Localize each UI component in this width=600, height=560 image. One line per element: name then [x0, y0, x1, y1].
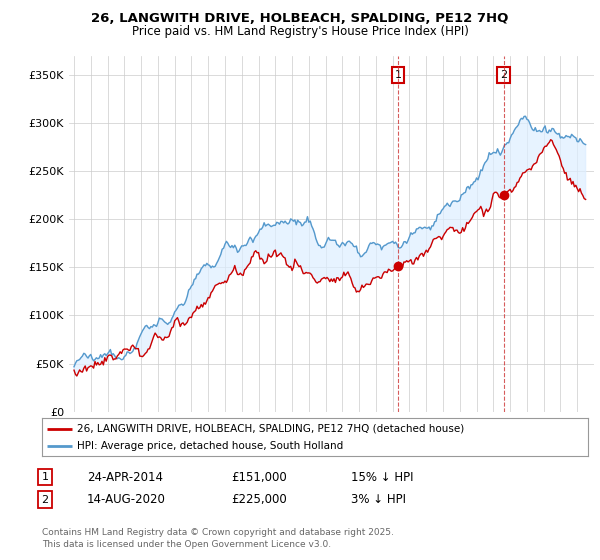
- Text: 1: 1: [395, 70, 401, 80]
- Text: Contains HM Land Registry data © Crown copyright and database right 2025.
This d: Contains HM Land Registry data © Crown c…: [42, 528, 394, 549]
- Text: HPI: Average price, detached house, South Holland: HPI: Average price, detached house, Sout…: [77, 441, 344, 451]
- Text: Price paid vs. HM Land Registry's House Price Index (HPI): Price paid vs. HM Land Registry's House …: [131, 25, 469, 38]
- Text: £151,000: £151,000: [231, 470, 287, 484]
- Text: 24-APR-2014: 24-APR-2014: [87, 470, 163, 484]
- Text: 14-AUG-2020: 14-AUG-2020: [87, 493, 166, 506]
- Text: 2: 2: [41, 494, 49, 505]
- Text: 2: 2: [500, 70, 508, 80]
- Text: 26, LANGWITH DRIVE, HOLBEACH, SPALDING, PE12 7HQ: 26, LANGWITH DRIVE, HOLBEACH, SPALDING, …: [91, 12, 509, 25]
- Text: 3% ↓ HPI: 3% ↓ HPI: [351, 493, 406, 506]
- Text: 15% ↓ HPI: 15% ↓ HPI: [351, 470, 413, 484]
- Text: £225,000: £225,000: [231, 493, 287, 506]
- Text: 26, LANGWITH DRIVE, HOLBEACH, SPALDING, PE12 7HQ (detached house): 26, LANGWITH DRIVE, HOLBEACH, SPALDING, …: [77, 423, 465, 433]
- Text: 1: 1: [41, 472, 49, 482]
